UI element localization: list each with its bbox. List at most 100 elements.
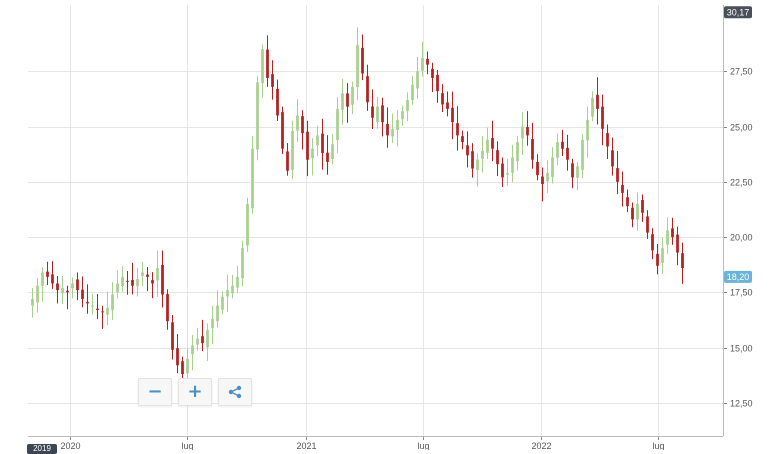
candle-body xyxy=(256,82,259,150)
candle-body xyxy=(86,301,89,304)
y-tick-label: 17,50 xyxy=(730,288,753,298)
max-price-badge: 30,17 xyxy=(724,6,752,19)
candle-body xyxy=(556,142,559,158)
candle-body xyxy=(166,294,169,322)
candle-body xyxy=(571,163,574,178)
candle-body xyxy=(446,102,449,109)
last-price-badge-text: 18,20 xyxy=(727,272,750,282)
x-tick-label: 2021 xyxy=(296,441,316,450)
candle-body xyxy=(631,207,634,220)
candle-body xyxy=(66,290,69,293)
zoom-out-button[interactable]: − xyxy=(138,378,172,406)
candle-body xyxy=(81,289,84,299)
candle-body xyxy=(331,144,334,160)
x-tick-label: lug xyxy=(652,441,664,450)
candle-body xyxy=(416,71,419,89)
candle-body xyxy=(401,111,404,120)
candle-body xyxy=(276,88,279,116)
plus-icon: + xyxy=(187,381,203,402)
candle-body xyxy=(161,264,164,295)
candle-body xyxy=(616,168,619,182)
candle-body xyxy=(501,163,504,178)
candle-body xyxy=(291,130,294,170)
candle-body xyxy=(231,285,234,294)
candle-body xyxy=(266,49,269,78)
candle-body xyxy=(586,119,589,141)
candle-body xyxy=(326,152,329,162)
candle-body xyxy=(211,318,214,329)
candle-body xyxy=(191,345,194,355)
max-price-badge-text: 30,17 xyxy=(727,7,750,17)
candle-body xyxy=(431,68,434,78)
candle-body xyxy=(596,94,599,109)
candle-body xyxy=(111,294,114,311)
candle-body xyxy=(521,126,524,139)
candle-body xyxy=(131,279,134,286)
candle-body xyxy=(356,44,359,88)
candle-body xyxy=(71,283,74,289)
candle-body xyxy=(666,230,669,245)
candle-body xyxy=(526,127,529,136)
candle-body xyxy=(196,338,199,345)
candle-body xyxy=(136,279,139,287)
candle-body xyxy=(456,123,459,136)
candle-body xyxy=(351,86,354,105)
candle-body xyxy=(271,74,274,87)
candle-body xyxy=(601,106,604,129)
candle-body xyxy=(201,336,204,344)
candle-body xyxy=(181,361,184,375)
candle-body xyxy=(376,106,379,122)
candle-body xyxy=(576,166,579,178)
y-tick-label: 22,50 xyxy=(730,178,753,188)
candle-body xyxy=(651,234,654,251)
last-price-badge: 18,20 xyxy=(724,270,752,283)
candle-body xyxy=(361,47,364,74)
candle-body xyxy=(626,197,629,207)
candle-body xyxy=(96,308,99,311)
candle-body xyxy=(391,128,394,137)
zoom-controls: − + xyxy=(138,378,252,406)
candle-body xyxy=(281,112,284,149)
candle-body xyxy=(496,150,499,165)
candle-body xyxy=(471,151,474,169)
share-button[interactable] xyxy=(218,378,252,406)
candle-body xyxy=(406,100,409,112)
candle-body xyxy=(336,108,339,141)
last-price-badge-bg xyxy=(724,270,752,283)
candle-body xyxy=(476,159,479,171)
candle-body xyxy=(581,139,584,170)
candle-body xyxy=(216,305,219,322)
y-tick-label: 27,50 xyxy=(730,67,753,77)
candle-body xyxy=(51,274,54,284)
candle-body xyxy=(171,322,174,350)
zoom-in-button[interactable]: + xyxy=(178,378,212,406)
y-tick-label: 25,00 xyxy=(730,123,753,133)
y-tick-label: 15,00 xyxy=(730,344,753,354)
candle-body xyxy=(621,184,624,193)
candle-body xyxy=(176,348,179,366)
candle-body xyxy=(506,172,509,175)
candle-body xyxy=(606,133,609,147)
candle-body xyxy=(61,287,64,294)
candle-body xyxy=(341,93,344,110)
candle-body xyxy=(541,176,544,185)
candle-body xyxy=(346,93,349,107)
candle-body xyxy=(116,283,119,293)
candle-body xyxy=(101,311,104,313)
candle-body xyxy=(286,151,289,171)
candle-body xyxy=(461,136,464,143)
candle-body xyxy=(511,157,514,173)
candle-body xyxy=(311,148,314,159)
candle-body xyxy=(31,298,34,306)
candle-body xyxy=(156,268,159,281)
axes: 12,50 15,00 17,50 20,00 22,50 25,00 27,50 2020 l… xyxy=(28,5,753,450)
candle-body xyxy=(486,139,489,153)
candle-body xyxy=(636,203,639,220)
candle-body xyxy=(251,148,254,209)
candle-body xyxy=(381,105,384,123)
candle-body xyxy=(306,131,309,160)
candle-body xyxy=(241,248,244,279)
candle-body xyxy=(646,216,649,233)
candle-body xyxy=(491,137,494,149)
